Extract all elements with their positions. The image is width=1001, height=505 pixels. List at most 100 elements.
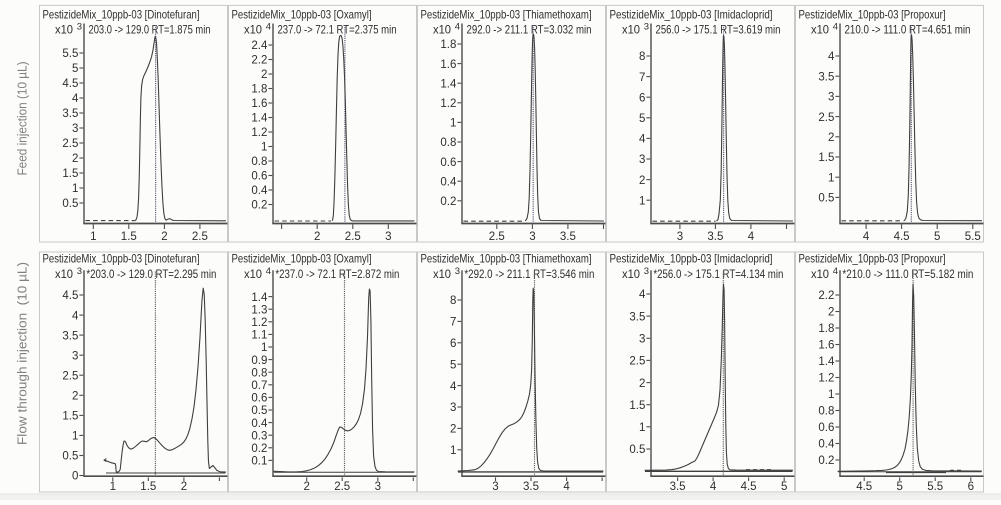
svg-text:8: 8 (639, 51, 645, 63)
svg-text:4.5: 4.5 (894, 231, 910, 243)
svg-text:0.8: 0.8 (440, 137, 456, 149)
svg-text:4: 4 (833, 22, 838, 33)
svg-text:203.0 -> 129.0 RT=1.875 min: 203.0 -> 129.0 RT=1.875 min (89, 22, 211, 36)
svg-text:1: 1 (261, 142, 267, 154)
svg-text:0.6: 0.6 (440, 157, 456, 169)
svg-text:0.2: 0.2 (251, 443, 267, 455)
svg-text:5: 5 (450, 359, 456, 371)
svg-text:3: 3 (450, 402, 456, 414)
svg-text:Flow through injection (10 µL: Flow through injection (10 µL) (15, 262, 30, 445)
svg-text:1: 1 (261, 342, 267, 354)
svg-text:5: 5 (896, 481, 902, 493)
svg-text:3: 3 (529, 231, 535, 243)
svg-text:1.1: 1.1 (251, 330, 267, 342)
svg-text:1: 1 (639, 195, 645, 207)
svg-text:Feed injection (10 µL): Feed injection (10 µL) (15, 62, 30, 176)
svg-text:4.5: 4.5 (741, 481, 757, 493)
svg-text:6: 6 (968, 481, 974, 493)
svg-text:x10: x10 (433, 267, 451, 281)
svg-text:4: 4 (266, 22, 271, 33)
svg-text:*203.0 -> 129.0 RT=2.295 min: *203.0 -> 129.0 RT=2.295 min (86, 267, 216, 281)
svg-text:3: 3 (639, 334, 645, 346)
svg-text:3: 3 (455, 266, 460, 277)
svg-text:4: 4 (72, 310, 79, 322)
svg-text:*210.0 -> 111.0 RT=5.182 min: *210.0 -> 111.0 RT=5.182 min (842, 267, 973, 281)
svg-text:3: 3 (375, 481, 381, 493)
svg-text:3.5: 3.5 (818, 71, 834, 83)
svg-text:2.4: 2.4 (251, 40, 268, 52)
svg-text:1.5: 1.5 (121, 231, 137, 243)
svg-text:PestizideMix_10ppb-03 [Oxamyl]: PestizideMix_10ppb-03 [Oxamyl] (232, 251, 372, 265)
svg-text:x10: x10 (244, 267, 262, 281)
svg-text:x10: x10 (55, 22, 73, 36)
svg-text:5.5: 5.5 (965, 231, 981, 243)
svg-text:4: 4 (639, 134, 646, 146)
svg-text:x10: x10 (811, 267, 829, 281)
svg-text:x10: x10 (433, 22, 451, 36)
svg-text:PestizideMix_10ppb-03 [Imidacl: PestizideMix_10ppb-03 [Imidacloprid] (610, 251, 773, 265)
svg-text:3: 3 (77, 266, 82, 277)
svg-text:4: 4 (828, 51, 835, 63)
svg-text:0.5: 0.5 (62, 198, 78, 210)
svg-text:1.5: 1.5 (629, 400, 645, 412)
svg-text:PestizideMix_10ppb-03 [Thiamet: PestizideMix_10ppb-03 [Thiamethoxam] (421, 251, 592, 265)
svg-text:0.2: 0.2 (251, 200, 267, 212)
svg-text:1: 1 (90, 231, 96, 243)
svg-text:2.5: 2.5 (62, 138, 78, 150)
svg-text:0.6: 0.6 (251, 393, 267, 405)
svg-text:0.7: 0.7 (251, 380, 267, 392)
svg-text:2: 2 (303, 481, 309, 493)
svg-text:4: 4 (450, 381, 457, 393)
svg-text:0.2: 0.2 (818, 455, 834, 467)
svg-text:1: 1 (72, 183, 78, 195)
svg-text:4.5: 4.5 (62, 290, 78, 302)
svg-text:1.5: 1.5 (140, 481, 156, 493)
svg-text:1.4: 1.4 (440, 78, 457, 90)
svg-text:1.8: 1.8 (251, 84, 267, 96)
svg-text:x10: x10 (55, 267, 73, 281)
svg-text:1.6: 1.6 (251, 98, 267, 110)
svg-text:2.5: 2.5 (334, 481, 350, 493)
svg-text:1.4: 1.4 (818, 356, 835, 368)
svg-text:2: 2 (314, 231, 320, 243)
svg-text:7: 7 (639, 72, 645, 84)
svg-text:210.0 -> 111.0 RT=4.651 min: 210.0 -> 111.0 RT=4.651 min (845, 22, 971, 36)
svg-text:*237.0 -> 72.1 RT=2.872 min: *237.0 -> 72.1 RT=2.872 min (275, 267, 399, 281)
svg-text:1: 1 (639, 422, 645, 434)
svg-text:x10: x10 (244, 22, 262, 36)
svg-text:1: 1 (72, 431, 78, 443)
svg-text:5: 5 (781, 481, 787, 493)
svg-text:1.2: 1.2 (251, 317, 267, 329)
svg-text:4: 4 (833, 266, 838, 277)
svg-text:3: 3 (77, 22, 82, 33)
svg-text:1.8: 1.8 (440, 39, 456, 51)
svg-text:1.5: 1.5 (62, 168, 78, 180)
svg-text:4: 4 (455, 22, 460, 33)
svg-text:0.8: 0.8 (251, 367, 267, 379)
svg-text:292.0 -> 211.1 RT=3.032 min: 292.0 -> 211.1 RT=3.032 min (467, 22, 592, 36)
svg-text:1: 1 (450, 445, 456, 457)
svg-text:PestizideMix_10ppb-03 [Imidacl: PestizideMix_10ppb-03 [Imidacloprid] (610, 7, 773, 21)
svg-text:4: 4 (563, 481, 570, 493)
svg-text:4: 4 (639, 289, 646, 301)
svg-text:2.5: 2.5 (489, 231, 505, 243)
svg-text:3.5: 3.5 (62, 108, 78, 120)
svg-text:2: 2 (261, 69, 267, 81)
svg-text:1.2: 1.2 (818, 373, 834, 385)
svg-text:3: 3 (385, 231, 391, 243)
svg-text:1.6: 1.6 (818, 340, 834, 352)
svg-text:x10: x10 (622, 267, 640, 281)
svg-text:2.5: 2.5 (629, 356, 645, 368)
svg-text:5.5: 5.5 (62, 48, 78, 60)
svg-text:0.1: 0.1 (251, 456, 267, 468)
svg-text:0.6: 0.6 (818, 422, 834, 434)
svg-text:1.5: 1.5 (818, 152, 834, 164)
svg-text:8: 8 (450, 295, 456, 307)
svg-text:2.2: 2.2 (818, 290, 834, 302)
svg-text:256.0 -> 175.1 RT=3.619 min: 256.0 -> 175.1 RT=3.619 min (656, 22, 781, 36)
svg-text:x10: x10 (811, 22, 829, 36)
svg-text:2: 2 (72, 153, 78, 165)
svg-text:0.4: 0.4 (251, 185, 268, 197)
svg-text:3: 3 (677, 231, 683, 243)
svg-text:0.8: 0.8 (818, 406, 834, 418)
